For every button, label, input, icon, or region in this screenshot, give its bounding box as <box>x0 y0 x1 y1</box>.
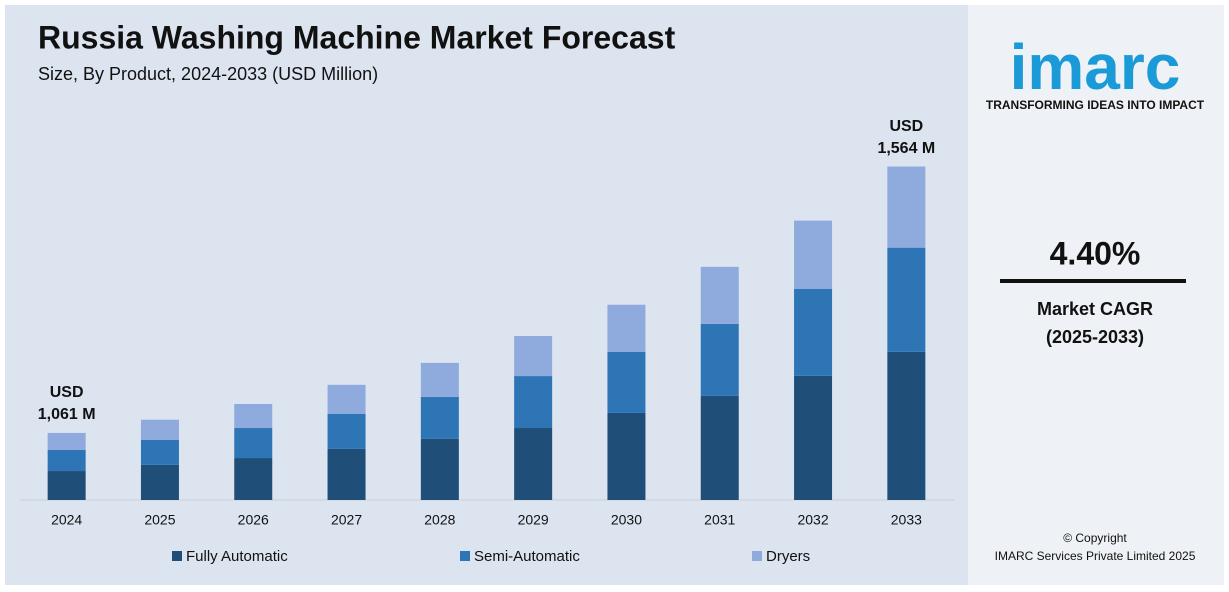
x-tick-label: 2031 <box>704 512 735 528</box>
bar-segment <box>700 323 739 396</box>
cagr-value: 4.40% <box>1050 235 1141 271</box>
bar-segment <box>794 220 833 289</box>
bar-segment <box>700 395 739 500</box>
chart-subtitle: Size, By Product, 2024-2033 (USD Million… <box>38 64 378 84</box>
sidebar-panel <box>968 5 1224 585</box>
bar-segment <box>514 376 553 429</box>
tagline: TRANSFORMING IDEAS INTO IMPACT <box>986 98 1205 112</box>
x-tick-label: 2028 <box>424 512 455 528</box>
total-label: 1,061 M <box>38 406 96 423</box>
bar-segment <box>327 448 366 500</box>
copyright: © Copyright <box>1063 531 1127 545</box>
x-tick-label: 2026 <box>238 512 269 528</box>
bar-segment <box>607 351 646 413</box>
bar-segment <box>794 375 833 500</box>
bar-segment <box>420 362 459 397</box>
bar-segment <box>794 288 833 376</box>
bar-segment <box>234 428 273 459</box>
bar-segment <box>47 471 86 500</box>
cagr-label: Market CAGR <box>1037 299 1153 319</box>
x-tick-label: 2027 <box>331 512 362 528</box>
x-tick-label: 2025 <box>144 512 175 528</box>
bar-segment <box>887 351 926 500</box>
bar-segment <box>140 439 179 465</box>
bar-segment <box>234 403 273 429</box>
bar-segment <box>887 166 926 248</box>
legend-swatch <box>752 551 762 561</box>
total-label: USD <box>889 118 923 135</box>
bar-segment <box>887 247 926 352</box>
legend-swatch <box>460 551 470 561</box>
bar-segment <box>327 384 366 414</box>
chart-title: Russia Washing Machine Market Forecast <box>38 19 676 55</box>
x-tick-label: 2032 <box>797 512 828 528</box>
total-label: 1,564 M <box>877 140 935 157</box>
bar-segment <box>607 412 646 500</box>
bar-segment <box>514 428 553 500</box>
legend-label: Fully Automatic <box>186 548 288 565</box>
bar-segment <box>700 266 739 324</box>
x-tick-label: 2033 <box>891 512 922 528</box>
x-tick-label: 2024 <box>51 512 82 528</box>
bar-segment <box>140 419 179 440</box>
bar-segment <box>140 464 179 500</box>
bar-segment <box>607 304 646 352</box>
cagr-label: (2025-2033) <box>1046 327 1144 347</box>
logo: imarc <box>1010 31 1181 103</box>
total-label: USD <box>50 384 84 401</box>
legend-label: Dryers <box>766 548 810 565</box>
bar-segment <box>514 336 553 377</box>
bar-segment <box>420 438 459 500</box>
cagr-rule <box>1000 279 1186 283</box>
bar-segment <box>47 449 86 472</box>
x-tick-label: 2029 <box>518 512 549 528</box>
copyright: IMARC Services Private Limited 2025 <box>995 549 1196 563</box>
bar-segment <box>420 396 459 439</box>
bar-segment <box>47 432 86 450</box>
legend-label: Semi-Automatic <box>474 548 580 565</box>
bar-segment <box>327 413 366 449</box>
legend-swatch <box>172 551 182 561</box>
bar-segment <box>234 458 273 500</box>
x-tick-label: 2030 <box>611 512 642 528</box>
